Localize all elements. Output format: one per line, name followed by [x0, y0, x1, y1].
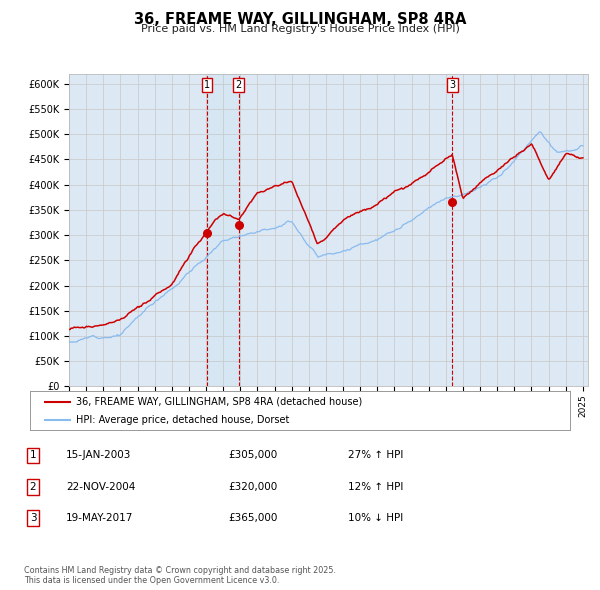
Text: 36, FREAME WAY, GILLINGHAM, SP8 4RA (detached house): 36, FREAME WAY, GILLINGHAM, SP8 4RA (det…: [76, 397, 362, 407]
Text: 22-NOV-2004: 22-NOV-2004: [66, 482, 136, 491]
Text: 2: 2: [29, 482, 37, 491]
Text: 1: 1: [203, 80, 210, 90]
Text: 10% ↓ HPI: 10% ↓ HPI: [348, 513, 403, 523]
Text: £320,000: £320,000: [228, 482, 277, 491]
Text: 27% ↑ HPI: 27% ↑ HPI: [348, 451, 403, 460]
Text: 36, FREAME WAY, GILLINGHAM, SP8 4RA: 36, FREAME WAY, GILLINGHAM, SP8 4RA: [134, 12, 466, 27]
Text: HPI: Average price, detached house, Dorset: HPI: Average price, detached house, Dors…: [76, 415, 289, 425]
Text: £305,000: £305,000: [228, 451, 277, 460]
Bar: [207, 74, 239, 386]
Text: 19-MAY-2017: 19-MAY-2017: [66, 513, 133, 523]
Text: Price paid vs. HM Land Registry's House Price Index (HPI): Price paid vs. HM Land Registry's House …: [140, 24, 460, 34]
Text: Contains HM Land Registry data © Crown copyright and database right 2025.
This d: Contains HM Land Registry data © Crown c…: [24, 566, 336, 585]
Text: 12% ↑ HPI: 12% ↑ HPI: [348, 482, 403, 491]
Text: 3: 3: [29, 513, 37, 523]
Text: 15-JAN-2003: 15-JAN-2003: [66, 451, 131, 460]
Text: £365,000: £365,000: [228, 513, 277, 523]
Text: 1: 1: [29, 451, 37, 460]
Text: 3: 3: [449, 80, 455, 90]
Text: 2: 2: [235, 80, 242, 90]
